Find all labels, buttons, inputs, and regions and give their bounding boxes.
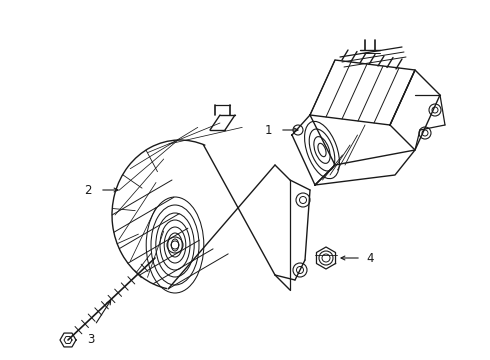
Text: 2: 2 [84, 184, 92, 197]
Text: 4: 4 [366, 252, 373, 265]
Text: 1: 1 [265, 123, 272, 136]
Text: 3: 3 [87, 333, 95, 346]
